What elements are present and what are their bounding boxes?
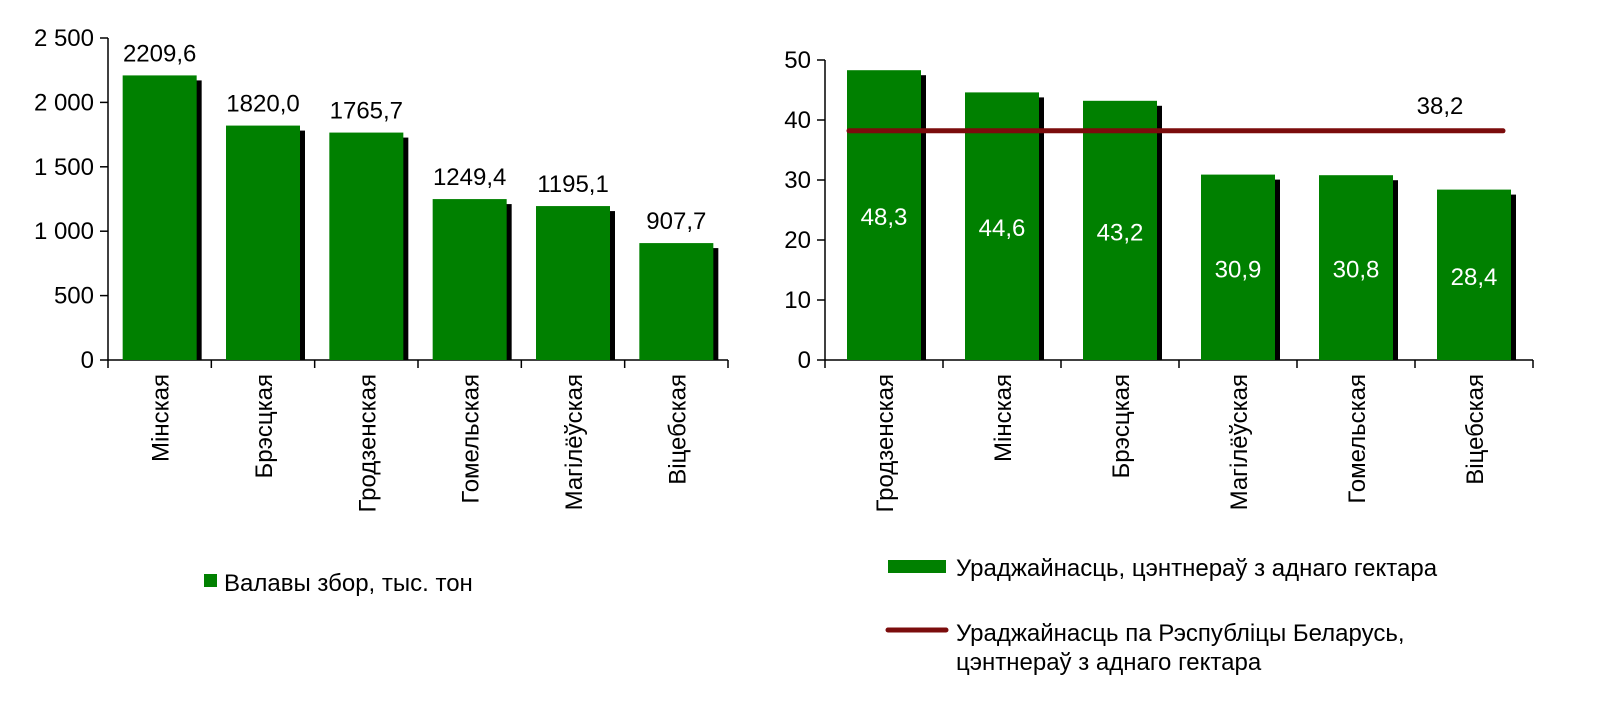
data-label: 48,3 <box>861 204 908 231</box>
category-label: Гродзенская <box>354 374 381 513</box>
data-label: 28,4 <box>1451 264 1498 291</box>
y-tick-label: 2 000 <box>34 89 94 116</box>
y-tick-label: 40 <box>784 107 811 134</box>
data-label: 1765,7 <box>330 98 403 125</box>
bar <box>847 70 921 360</box>
category-label: Брэсцкая <box>1108 374 1135 478</box>
y-tick-label: 50 <box>784 47 811 74</box>
y-tick-label: 10 <box>784 287 811 314</box>
category-label: Віцебская <box>664 374 691 485</box>
legend-swatch <box>888 560 946 573</box>
y-tick-label: 1 000 <box>34 218 94 245</box>
bar <box>536 206 610 360</box>
category-label: Гродзенская <box>872 374 899 513</box>
bar <box>329 132 404 360</box>
y-tick-label: 2 500 <box>34 25 94 52</box>
data-label: 1820,0 <box>226 91 299 118</box>
y-tick-label: 20 <box>784 227 811 254</box>
legend-label: Ураджайнасць, цэнтнераў з аднаго гектара <box>956 555 1438 582</box>
bar <box>965 92 1039 361</box>
data-label: 44,6 <box>979 215 1026 242</box>
legend-label: Ураджайнасць па Рэспубліцы Беларусь, <box>956 620 1405 647</box>
y-tick-label: 500 <box>54 283 94 310</box>
category-label: Гомельская <box>1344 374 1371 504</box>
left-chart-production: 0 500 1 000 1 500 2 000 2 500 2209,6 Мінская 182… <box>34 25 729 597</box>
right-chart-yield: 0 10 20 30 40 50 48,3 Гродзенская 44,6 Мінская 43,… <box>784 47 1534 676</box>
category-label: Мінская <box>990 374 1017 462</box>
category-label: Магілёўская <box>561 374 588 510</box>
data-label: 30,8 <box>1333 257 1380 284</box>
y-tick-label: 1 500 <box>34 154 94 181</box>
bar <box>1201 174 1275 360</box>
y-tick-label: 0 <box>81 347 94 374</box>
category-label: Віцебская <box>1462 374 1489 485</box>
bar <box>639 243 714 360</box>
data-label: 30,9 <box>1215 256 1262 283</box>
bar <box>432 199 507 360</box>
y-tick-label: 30 <box>784 167 811 194</box>
data-label: 43,2 <box>1097 219 1144 246</box>
bar <box>1319 175 1393 360</box>
legend-label: цэнтнераў з аднаго гектара <box>956 649 1262 676</box>
data-label: 907,7 <box>646 208 706 235</box>
bar <box>1083 100 1157 361</box>
category-label: Брэсцкая <box>251 374 278 478</box>
data-label: 1195,1 <box>537 171 609 198</box>
data-label: 2209,6 <box>123 40 196 67</box>
bar <box>122 75 197 361</box>
category-label: Магілёўская <box>1226 374 1253 510</box>
legend-swatch <box>204 574 217 587</box>
average-line-label: 38,2 <box>1417 93 1464 120</box>
legend-label: Валавы збор, тыс. тон <box>224 570 473 597</box>
data-label: 1249,4 <box>433 164 506 191</box>
bar <box>226 125 300 360</box>
bar <box>1437 189 1511 360</box>
y-tick-label: 0 <box>798 347 811 374</box>
category-label: Мінская <box>148 374 175 462</box>
category-label: Гомельская <box>458 374 485 504</box>
